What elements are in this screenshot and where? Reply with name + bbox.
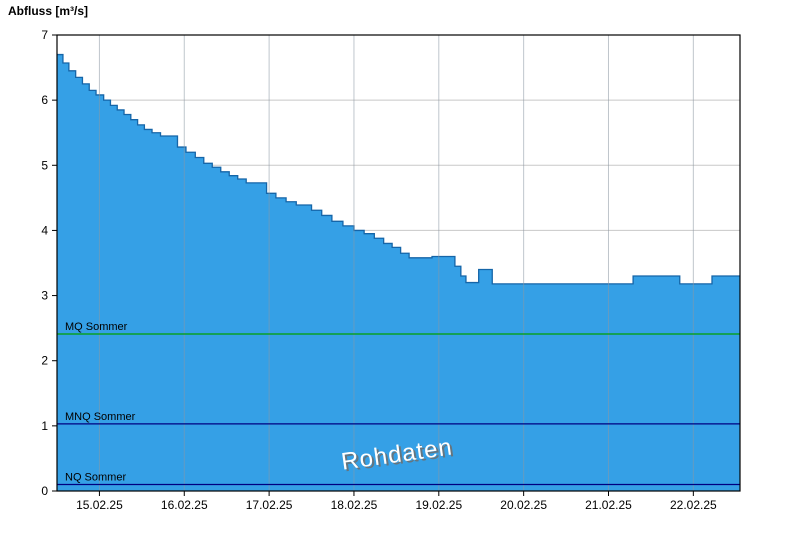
x-tick-label: 20.02.25: [500, 498, 547, 512]
y-tick-label: 7: [41, 28, 48, 42]
x-tick-label: 22.02.25: [670, 498, 717, 512]
y-tick-label: 1: [41, 419, 48, 433]
y-tick-label: 5: [41, 158, 48, 172]
x-tick-label: 19.02.25: [415, 498, 462, 512]
y-axis-title: Abfluss [m³/s]: [8, 4, 89, 18]
plot-frame: [56, 34, 741, 492]
x-tick-label: 21.02.25: [585, 498, 632, 512]
discharge-area: [57, 54, 740, 492]
discharge-line: [57, 53, 740, 285]
y-tick-label: 4: [41, 223, 48, 237]
x-tick-label: 17.02.25: [246, 498, 293, 512]
y-tick-label: 3: [41, 289, 48, 303]
y-tick-label: 6: [41, 93, 48, 107]
x-tick-label: 16.02.25: [161, 498, 208, 512]
y-tick-label: 0: [41, 484, 48, 498]
y-tick-label: 2: [41, 354, 48, 368]
x-tick-label: 18.02.25: [331, 498, 378, 512]
reference-line-label-2: NQ Sommer: [65, 471, 126, 483]
x-tick-label: 15.02.25: [76, 498, 123, 512]
reference-line-label-0: MQ Sommer: [65, 321, 128, 333]
reference-line-label-1: MNQ Sommer: [65, 411, 136, 423]
